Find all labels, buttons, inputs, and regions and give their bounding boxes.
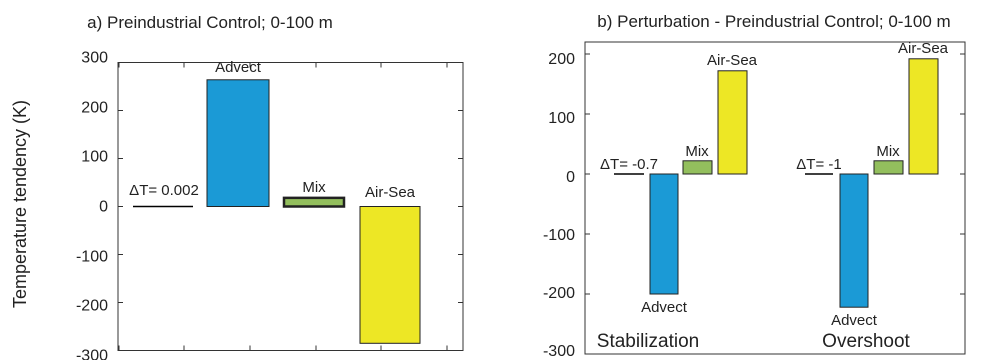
chart-a-ytick-label: 200	[81, 100, 108, 117]
chart-a-ytick-label: -300	[76, 348, 108, 360]
chart-a-ylabel: Temperature tendency (K)	[10, 100, 30, 308]
chart-b-delta-t-label: ΔT= -1	[796, 156, 841, 173]
chart-a-bar-label-advect: Advect	[215, 59, 262, 76]
chart-a-bar-mix	[282, 196, 346, 208]
chart-b-bar-air-sea	[717, 70, 748, 175]
chart-b-bar-label-advect: Advect	[831, 312, 878, 329]
chart-b-bar-air-sea	[908, 58, 939, 175]
chart-b-bar-advect	[839, 173, 869, 308]
chart-b-bar-advect	[649, 173, 679, 295]
chart-b-bar-label-mix: Mix	[685, 143, 709, 160]
chart-b-delta-t-label: ΔT= -0.7	[600, 156, 658, 173]
chart-a-bar-advect	[206, 79, 270, 207]
chart-a-delta-t-label: ΔT= 0.002	[129, 182, 199, 199]
chart-a-ytick-label: 100	[81, 149, 108, 166]
chart-b-bar-label-air-sea: Air-Sea	[898, 40, 949, 57]
chart-a-bar-air-sea	[359, 206, 421, 344]
chart-a-bar-label-mix: Mix	[302, 179, 326, 196]
chart-b-title: b) Perturbation - Preindustrial Control;…	[597, 12, 950, 31]
chart-b-ytick-label: -100	[543, 227, 575, 244]
chart-b-ytick-label: -200	[543, 285, 575, 302]
chart-a-plot: 300 200 100 0 -100 -200 -300 ΔT= 0.002 Advect Mix…	[76, 50, 464, 360]
chart-b-bar-label-air-sea: Air-Sea	[707, 52, 758, 69]
chart-a-ytick-label: -100	[76, 249, 108, 266]
chart-b-axes-box	[584, 41, 966, 355]
chart-b-ytick-label: 200	[548, 51, 575, 68]
chart-b-bar-mix	[682, 160, 713, 175]
chart-b-bar-label-advect: Advect	[641, 299, 688, 316]
chart-b-group-label-stabilization: Stabilization	[597, 331, 699, 352]
chart-b-ytick-label: -300	[543, 343, 575, 360]
chart-a-ytick-label: 0	[99, 199, 108, 216]
chart-a-title: a) Preindustrial Control; 0-100 m	[87, 13, 333, 32]
chart-a-ytick-label: -200	[76, 298, 108, 315]
chart-a-ytick-label: 300	[81, 50, 108, 67]
chart-b-group-label-overshoot: Overshoot	[822, 331, 910, 352]
chart-b-bar-label-mix: Mix	[876, 143, 900, 160]
chart-b-ytick-label: 0	[566, 169, 575, 186]
chart-b-bar-mix	[873, 160, 904, 175]
chart-a-bar-label-air-sea: Air-Sea	[365, 184, 416, 201]
chart-b-plot: 200 100 0 -100 -200 -300 Stabilization ΔT= -0.7…	[543, 40, 966, 360]
chart-b-ytick-label: 100	[548, 110, 575, 127]
